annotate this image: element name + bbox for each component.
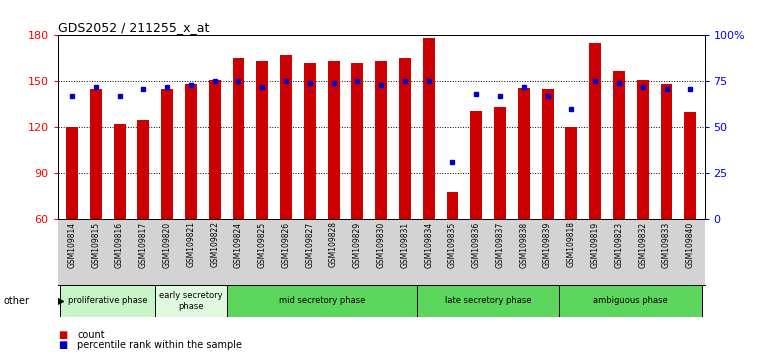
Text: GSM109831: GSM109831: [400, 222, 410, 268]
Text: GSM109818: GSM109818: [567, 222, 576, 267]
Text: GSM109826: GSM109826: [282, 222, 290, 268]
Bar: [66, 127, 78, 219]
Text: GSM109837: GSM109837: [496, 222, 504, 268]
Bar: [417, 285, 560, 317]
Text: late secretory phase: late secretory phase: [445, 296, 531, 306]
Text: GSM109822: GSM109822: [210, 222, 219, 267]
Text: proliferative phase: proliferative phase: [68, 296, 147, 306]
Bar: [589, 43, 601, 219]
Text: GSM109830: GSM109830: [377, 222, 386, 268]
Bar: [161, 89, 173, 219]
Text: early secretory
phase: early secretory phase: [159, 291, 223, 310]
Text: GSM109833: GSM109833: [662, 222, 671, 268]
Text: mid secretory phase: mid secretory phase: [279, 296, 365, 306]
Bar: [613, 71, 625, 219]
Bar: [351, 63, 363, 219]
Text: GSM109829: GSM109829: [353, 222, 362, 268]
Text: GSM109815: GSM109815: [92, 222, 100, 268]
Bar: [470, 110, 482, 219]
Bar: [90, 89, 102, 219]
Text: count: count: [77, 330, 105, 339]
Text: GDS2052 / 211255_x_at: GDS2052 / 211255_x_at: [58, 21, 209, 34]
Bar: [637, 80, 648, 219]
Bar: [114, 124, 126, 219]
Bar: [156, 285, 226, 317]
Bar: [399, 58, 411, 219]
Bar: [375, 62, 387, 219]
Bar: [328, 62, 340, 219]
Text: other: other: [4, 296, 30, 306]
Bar: [518, 87, 530, 219]
Bar: [209, 80, 221, 219]
Text: GSM109825: GSM109825: [258, 222, 266, 268]
Bar: [685, 112, 696, 219]
Text: ■: ■: [58, 340, 67, 350]
Bar: [233, 58, 244, 219]
Bar: [541, 89, 554, 219]
Bar: [560, 285, 702, 317]
Text: GSM109819: GSM109819: [591, 222, 600, 268]
Text: GSM109814: GSM109814: [68, 222, 76, 268]
Text: GSM109828: GSM109828: [329, 222, 338, 267]
Text: GSM109816: GSM109816: [115, 222, 124, 268]
Text: GSM109832: GSM109832: [638, 222, 648, 268]
Text: GSM109820: GSM109820: [162, 222, 172, 268]
Bar: [661, 85, 672, 219]
Text: GSM109835: GSM109835: [448, 222, 457, 268]
Text: percentile rank within the sample: percentile rank within the sample: [77, 340, 242, 350]
Bar: [447, 192, 458, 219]
Text: GSM109821: GSM109821: [186, 222, 196, 267]
Bar: [185, 85, 197, 219]
Text: ■: ■: [58, 330, 67, 339]
Text: GSM109823: GSM109823: [614, 222, 624, 268]
Bar: [494, 108, 506, 219]
Text: GSM109817: GSM109817: [139, 222, 148, 268]
Text: ambiguous phase: ambiguous phase: [594, 296, 668, 306]
Text: GSM109834: GSM109834: [424, 222, 434, 268]
Bar: [304, 63, 316, 219]
Text: GSM109838: GSM109838: [519, 222, 528, 268]
Bar: [423, 39, 434, 219]
Text: GSM109824: GSM109824: [234, 222, 243, 268]
Bar: [60, 285, 156, 317]
Bar: [256, 62, 268, 219]
Bar: [565, 127, 578, 219]
Bar: [280, 55, 292, 219]
Bar: [137, 120, 149, 219]
Text: GSM109827: GSM109827: [306, 222, 314, 268]
Text: GSM109839: GSM109839: [543, 222, 552, 268]
Bar: [226, 285, 417, 317]
Text: GSM109836: GSM109836: [472, 222, 480, 268]
Text: GSM109840: GSM109840: [686, 222, 695, 268]
